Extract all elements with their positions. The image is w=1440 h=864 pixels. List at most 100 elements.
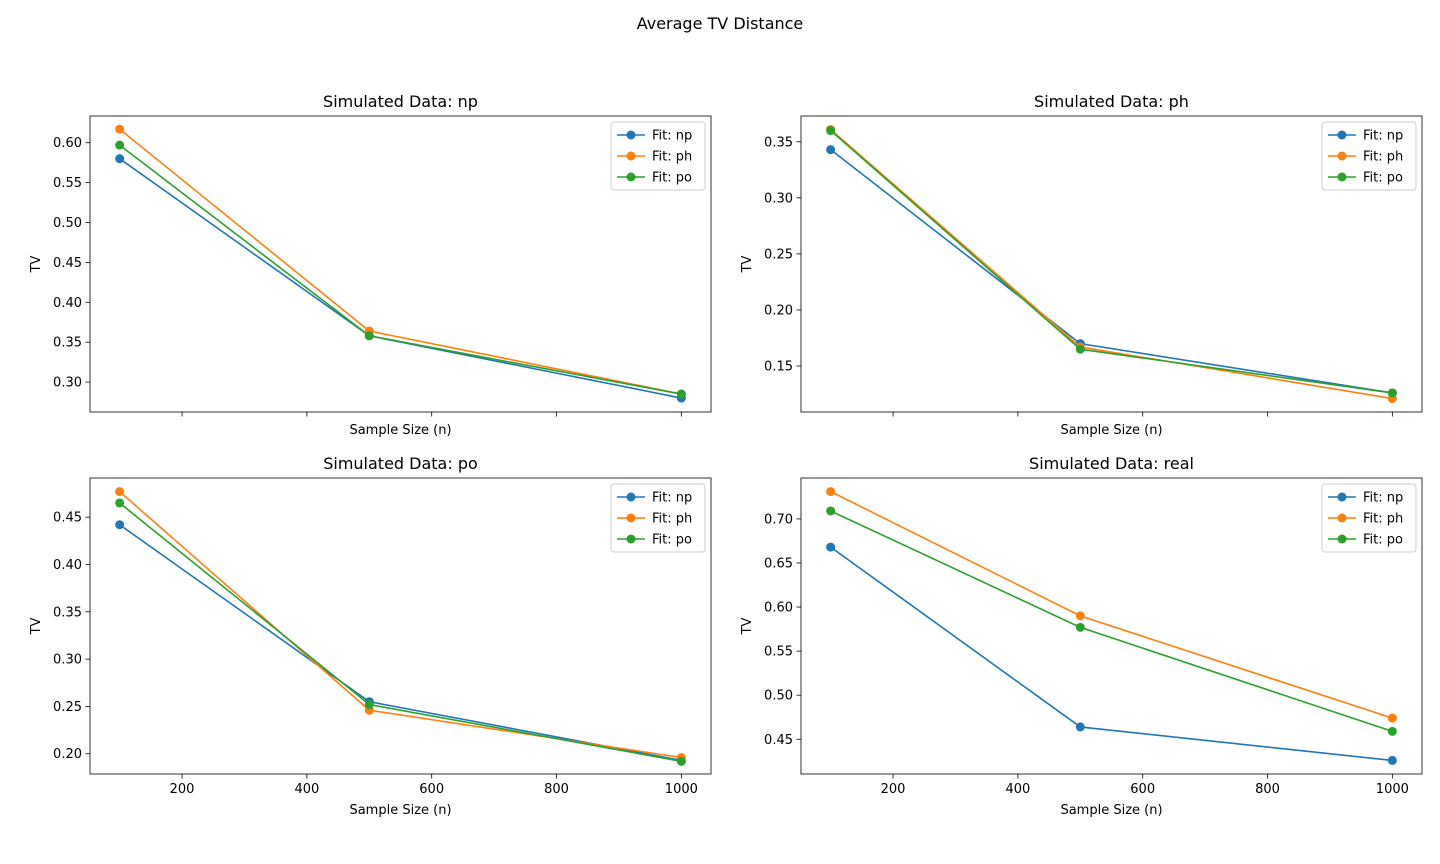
data-point bbox=[364, 331, 374, 341]
legend-marker bbox=[626, 534, 636, 544]
y-tick-label: 0.60 bbox=[53, 136, 82, 151]
legend-label: Fit: ph bbox=[1363, 512, 1403, 527]
y-tick-label: 0.55 bbox=[764, 645, 793, 660]
series-line bbox=[119, 158, 682, 399]
data-point bbox=[826, 145, 836, 155]
data-point bbox=[1387, 388, 1397, 398]
x-tick-label: 1000 bbox=[1376, 782, 1409, 797]
data-point bbox=[115, 140, 125, 150]
series-line bbox=[119, 144, 682, 395]
subplot-4: Simulated Data: real 200 400 600 800 1000 0.45… bbox=[740, 454, 1423, 818]
y-tick-label: 0.25 bbox=[53, 700, 82, 715]
series-line bbox=[119, 128, 682, 395]
data-point bbox=[1387, 755, 1397, 765]
subplot-title: Simulated Data: po bbox=[323, 454, 478, 473]
data-point bbox=[826, 487, 836, 497]
y-tick-label: 0.30 bbox=[53, 376, 82, 391]
data-point bbox=[115, 487, 125, 497]
data-point bbox=[115, 520, 125, 530]
x-tick-label: 200 bbox=[170, 782, 195, 797]
series-line bbox=[830, 510, 1393, 733]
x-axis-label: Sample Size (n) bbox=[1060, 423, 1162, 438]
y-tick-label: 0.60 bbox=[764, 601, 793, 616]
x-tick-label: 800 bbox=[544, 782, 569, 797]
subplot-title: Simulated Data: ph bbox=[1034, 92, 1189, 111]
y-tick-label: 0.25 bbox=[764, 247, 793, 262]
data-point bbox=[1075, 344, 1085, 354]
y-tick-label: 0.65 bbox=[764, 556, 793, 571]
legend-marker bbox=[1337, 172, 1347, 182]
legend-label: Fit: po bbox=[1363, 533, 1403, 548]
y-axis-label: TV bbox=[740, 617, 755, 635]
y-tick-label: 0.70 bbox=[764, 512, 793, 527]
series-line bbox=[119, 491, 682, 759]
data-point bbox=[826, 506, 836, 516]
subplot-title: Simulated Data: real bbox=[1029, 454, 1194, 473]
subplot-3: Simulated Data: po 200 400 600 800 1000 0.20 0.… bbox=[29, 454, 712, 818]
y-tick-label: 0.20 bbox=[764, 303, 793, 318]
series-line bbox=[119, 502, 682, 763]
legend: Fit: np Fit: ph Fit: po bbox=[610, 483, 706, 553]
legend-frame bbox=[1321, 483, 1417, 553]
series-line bbox=[830, 128, 1393, 400]
y-tick-label: 0.35 bbox=[764, 135, 793, 150]
legend-label: Fit: po bbox=[1363, 171, 1403, 186]
figure-title: Average TV Distance bbox=[636, 14, 804, 33]
x-tick-label: 800 bbox=[1255, 782, 1280, 797]
axes-frame bbox=[89, 115, 712, 413]
legend-label: Fit: np bbox=[652, 491, 692, 506]
legend: Fit: np Fit: ph Fit: po bbox=[1321, 121, 1417, 191]
data-point bbox=[115, 124, 125, 134]
data-point bbox=[1387, 713, 1397, 723]
legend-marker bbox=[626, 172, 636, 182]
y-tick-label: 0.50 bbox=[53, 216, 82, 231]
data-point bbox=[826, 126, 836, 136]
legend-marker bbox=[626, 151, 636, 161]
legend: Fit: np Fit: ph Fit: po bbox=[610, 121, 706, 191]
legend-label: Fit: np bbox=[1363, 129, 1403, 144]
data-point bbox=[364, 700, 374, 710]
subplot-title: Simulated Data: np bbox=[323, 92, 478, 111]
x-tick-label: 600 bbox=[419, 782, 444, 797]
legend-label: Fit: po bbox=[652, 171, 692, 186]
series-line bbox=[830, 149, 1393, 394]
legend-label: Fit: ph bbox=[652, 150, 692, 165]
y-tick-label: 0.35 bbox=[53, 605, 82, 620]
data-point bbox=[1075, 622, 1085, 632]
data-point bbox=[826, 542, 836, 552]
legend-marker bbox=[1337, 492, 1347, 502]
y-tick-label: 0.30 bbox=[764, 191, 793, 206]
data-point bbox=[1075, 722, 1085, 732]
y-axis-label: TV bbox=[29, 255, 44, 273]
legend-marker bbox=[626, 492, 636, 502]
y-axis-label: TV bbox=[740, 255, 755, 273]
y-tick-label: 0.45 bbox=[53, 256, 82, 271]
data-point bbox=[115, 154, 125, 164]
y-tick-label: 0.40 bbox=[53, 296, 82, 311]
series-line bbox=[830, 129, 1393, 394]
y-tick-label: 0.50 bbox=[764, 689, 793, 704]
legend-label: Fit: ph bbox=[1363, 150, 1403, 165]
x-axis-label: Sample Size (n) bbox=[349, 803, 451, 818]
y-tick-label: 0.30 bbox=[53, 653, 82, 668]
x-tick-label: 400 bbox=[1005, 782, 1030, 797]
y-tick-label: 0.55 bbox=[53, 176, 82, 191]
data-point bbox=[1387, 726, 1397, 736]
x-tick-label: 200 bbox=[881, 782, 906, 797]
legend-frame bbox=[1321, 121, 1417, 191]
axes-frame bbox=[89, 477, 712, 775]
data-point bbox=[1075, 611, 1085, 621]
axes-frame bbox=[800, 477, 1423, 775]
subplot-1: Simulated Data: np 0.30 0.35 0.40 0.45 0.50 0.… bbox=[29, 92, 712, 438]
legend-marker bbox=[1337, 151, 1347, 161]
x-tick-label: 1000 bbox=[665, 782, 698, 797]
legend-marker bbox=[626, 513, 636, 523]
axes-frame bbox=[800, 115, 1423, 413]
legend-marker bbox=[1337, 513, 1347, 523]
data-point bbox=[676, 389, 686, 399]
series-line bbox=[119, 524, 682, 762]
legend: Fit: np Fit: ph Fit: po bbox=[1321, 483, 1417, 553]
data-point bbox=[676, 756, 686, 766]
y-tick-label: 0.20 bbox=[53, 747, 82, 762]
